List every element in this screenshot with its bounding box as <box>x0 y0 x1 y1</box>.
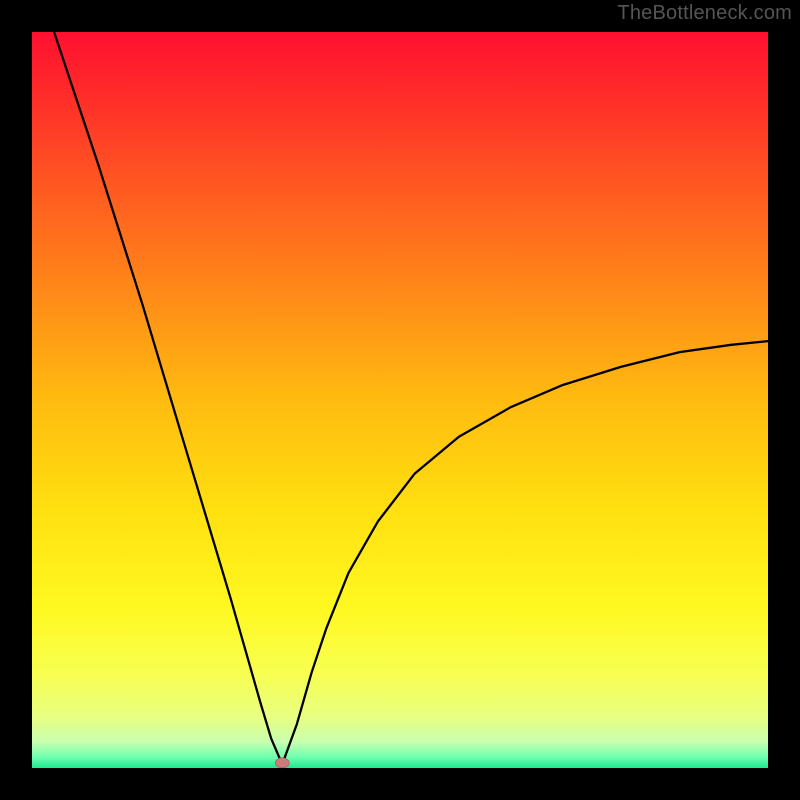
notch-marker <box>275 758 289 768</box>
bottleneck-chart <box>0 0 800 800</box>
watermark-text: TheBottleneck.com <box>617 2 792 25</box>
plot-background <box>32 32 768 768</box>
